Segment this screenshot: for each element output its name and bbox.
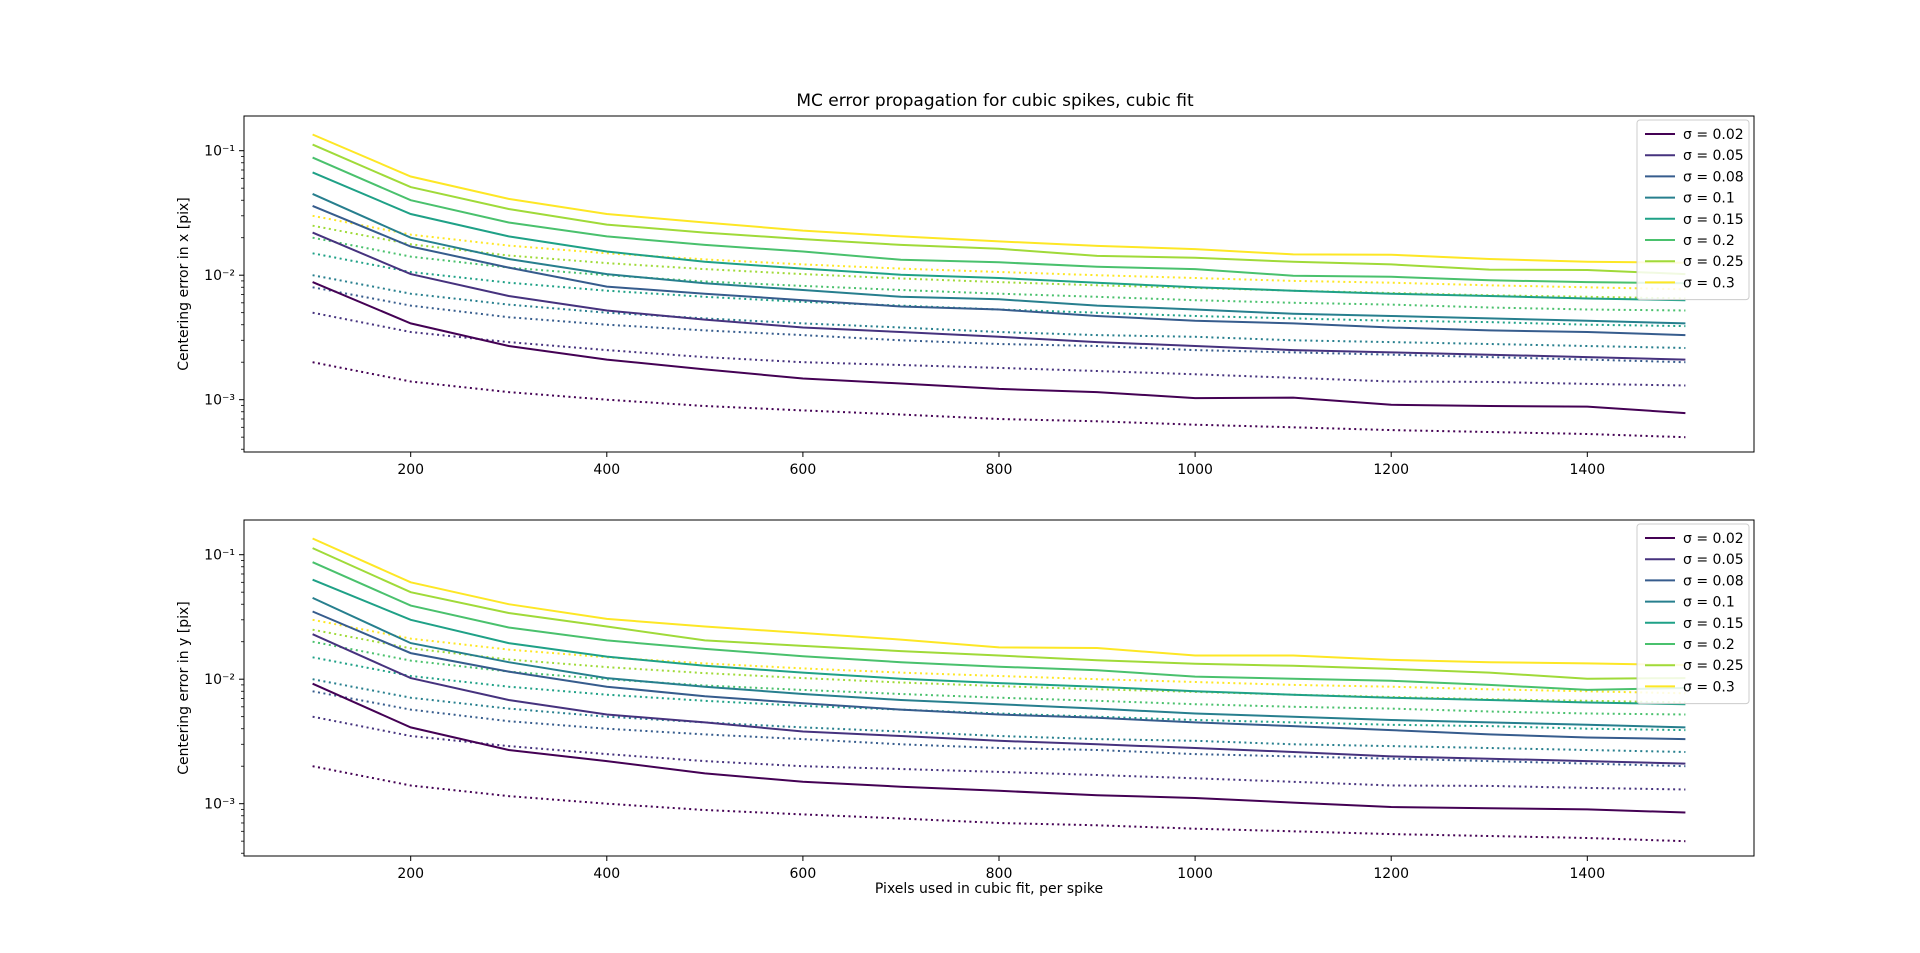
legend-label: σ = 0.2 [1683,233,1735,249]
x-axis-label: Pixels used in cubic fit, per spike [875,881,1103,897]
x-tick-label: 600 [790,462,817,478]
x-tick-label: 1200 [1373,866,1409,882]
series-line [312,610,1686,741]
legend-label: σ = 0.1 [1683,595,1735,611]
series-line [312,192,1686,325]
dotted-series-line [312,274,1686,349]
dotted-series-line [312,618,1686,695]
legend-label: σ = 0.02 [1683,531,1744,547]
legend-label: σ = 0.08 [1683,573,1744,589]
x-tick-label: 1000 [1177,866,1213,882]
dotted-series-line [312,236,1686,312]
plot-2: 200 400 600 800 1000 1200 1400 10⁻³ 10⁻² 10⁻¹ Cent… [176,519,1755,882]
legend-label: σ = 0.05 [1683,552,1744,568]
series-line [312,596,1686,729]
legend: σ = 0.02 σ = 0.05 σ = 0.08 σ = 0.1 σ = 0.15 σ… [1636,523,1750,705]
dotted-series-line [312,214,1686,291]
y-tick-label: 10⁻¹ [204,144,235,160]
y-tick-label: 10⁻³ [204,393,235,409]
legend-label: σ = 0.08 [1683,169,1744,185]
series-line [312,537,1686,666]
series-line [312,133,1686,264]
dotted-series-line [312,252,1686,328]
legend-label: σ = 0.3 [1683,679,1735,695]
dotted-series-line [312,640,1686,716]
y-tick-label: 10⁻¹ [204,548,235,564]
y-tick-label: 10⁻³ [204,797,235,813]
legend-label: σ = 0.3 [1683,275,1735,291]
x-tick-label: 600 [790,866,817,882]
series-line [312,547,1686,680]
dotted-series-line [312,678,1686,753]
series-line [312,231,1686,361]
legend-label: σ = 0.15 [1683,616,1744,632]
y-axis-label: Centering error in x [pix] [176,197,192,371]
legend-label: σ = 0.05 [1683,148,1744,164]
dotted-series-line [312,361,1686,439]
y-axis-label: Centering error in y [pix] [176,601,192,775]
plot-1: 200 400 600 800 1000 1200 1400 10⁻³ 10⁻² 10⁻¹ Cent… [176,115,1755,478]
series-line [312,143,1686,276]
y-tick-label: 10⁻² [204,268,235,284]
x-tick-label: 1200 [1373,462,1409,478]
x-tick-label: 1400 [1569,462,1605,478]
x-tick-label: 1000 [1177,462,1213,478]
series-line [312,204,1686,337]
x-tick-label: 200 [397,462,424,478]
x-tick-label: 400 [593,462,620,478]
series-line [312,561,1686,691]
dotted-series-line [312,690,1686,768]
legend-box [1636,523,1750,705]
legend-box [1636,119,1750,301]
x-tick-label: 1400 [1569,866,1605,882]
x-tick-label: 400 [593,866,620,882]
series-line [312,156,1686,285]
dotted-series-line [312,311,1686,387]
x-tick-label: 800 [986,462,1013,478]
series-line [312,682,1686,814]
dotted-series-line [312,765,1686,843]
x-tick-label: 200 [397,866,424,882]
chart-title: MC error propagation for cubic spikes, c… [796,91,1194,111]
dotted-series-line [312,628,1686,704]
legend-label: σ = 0.15 [1683,212,1744,228]
legend-label: σ = 0.1 [1683,191,1735,207]
legend-label: σ = 0.25 [1683,254,1744,270]
legend-label: σ = 0.2 [1683,637,1735,653]
series-line [312,171,1686,302]
legend-label: σ = 0.25 [1683,658,1744,674]
legend: σ = 0.02 σ = 0.05 σ = 0.08 σ = 0.1 σ = 0.15 σ… [1636,119,1750,301]
x-tick-label: 800 [986,866,1013,882]
dotted-series-line [312,715,1686,791]
legend-label: σ = 0.02 [1683,127,1744,143]
dotted-series-line [312,224,1686,300]
series-line [312,633,1686,765]
dotted-series-line [312,286,1686,364]
series-line [312,578,1686,706]
y-tick-label: 10⁻² [204,672,235,688]
series-line [312,281,1686,415]
dotted-series-line [312,656,1686,732]
